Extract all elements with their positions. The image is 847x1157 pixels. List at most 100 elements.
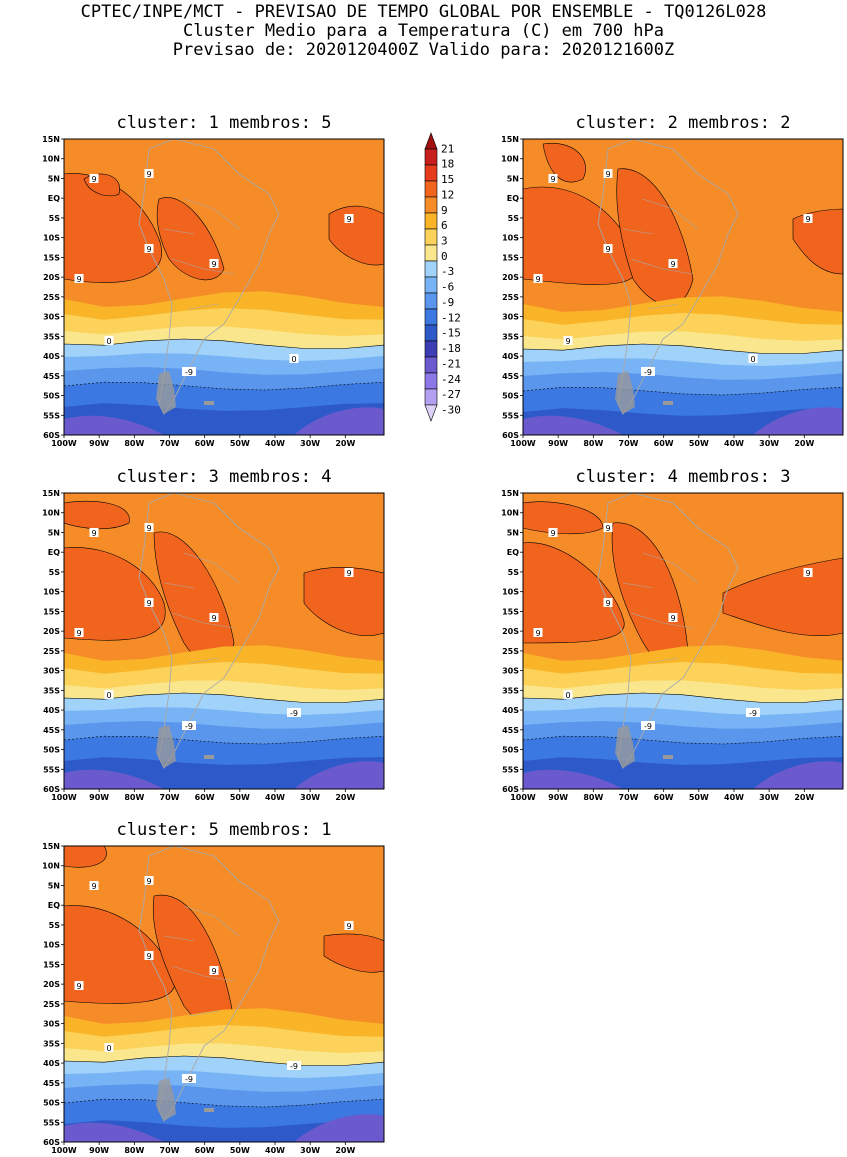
contour-label: 9 bbox=[603, 598, 613, 608]
colorbar-swatch bbox=[424, 308, 438, 326]
lon-tick-label: 100W bbox=[510, 439, 536, 448]
panel-title-2: cluster: 2 membros: 2 bbox=[575, 113, 791, 133]
svg-text:9: 9 bbox=[146, 877, 151, 886]
contour-label: -9 bbox=[641, 367, 655, 377]
warm-region bbox=[64, 846, 107, 868]
warm-region bbox=[542, 142, 586, 183]
lat-tick-label: 15N bbox=[42, 135, 60, 144]
lat-tick-label: 5S bbox=[508, 568, 520, 577]
colorbar-label: -24 bbox=[441, 373, 461, 386]
lat-tick-label: 10N bbox=[42, 862, 60, 871]
colorbar-label: 6 bbox=[441, 219, 448, 232]
lon-tick-label: 80W bbox=[583, 439, 603, 448]
map-panel-1: 9 9 9 9 9 9 0 0 -9 15N 10N 5N EQ 5S 10S 15S 20S 25S 30S 35S… bbox=[42, 135, 385, 448]
lat-tick-label: 50S bbox=[502, 392, 519, 401]
lon-tick-label: 100W bbox=[51, 793, 77, 802]
map-frame bbox=[522, 492, 844, 790]
map-panel-4: 9 9 9 9 9 9 0 -9 -9 15N 10N 5N EQ 5S 10S 15S 20S 25S 30S 35… bbox=[501, 489, 844, 802]
lon-tick-label: 80W bbox=[124, 439, 144, 448]
lon-tick-label: 70W bbox=[619, 439, 639, 448]
lat-tick-label: 50S bbox=[43, 1099, 60, 1108]
colorbar-label: -15 bbox=[441, 327, 461, 340]
lat-tick-label: EQ bbox=[48, 194, 60, 203]
lon-tick-label: 60W bbox=[195, 793, 215, 802]
panel-title-5: cluster: 5 membros: 1 bbox=[116, 820, 332, 840]
lon-tick-label: 50W bbox=[230, 439, 250, 448]
lat-tick-label: 50S bbox=[502, 746, 519, 755]
lon-tick-label: 50W bbox=[689, 439, 709, 448]
lon-tick-label: 50W bbox=[230, 793, 250, 802]
contour-label: 9 bbox=[344, 921, 354, 931]
lat-tick-label: EQ bbox=[48, 548, 60, 557]
colorbar-label: 3 bbox=[441, 235, 448, 248]
lat-tick-label: 5N bbox=[48, 174, 60, 183]
lon-tick-label: 90W bbox=[89, 1146, 109, 1155]
lat-tick-label: 35S bbox=[43, 1039, 60, 1048]
lon-tick-label: 70W bbox=[619, 793, 639, 802]
lat-tick-label: 30S bbox=[502, 313, 519, 322]
lat-tick-label: 20S bbox=[43, 273, 60, 282]
lat-tick-label: 30S bbox=[43, 1020, 60, 1029]
lat-tick-label: 15S bbox=[502, 253, 519, 262]
contour-label: 0 bbox=[748, 354, 758, 364]
colorbar-swatch bbox=[424, 212, 438, 230]
svg-text:9: 9 bbox=[146, 599, 151, 608]
colorbar-swatch bbox=[424, 228, 438, 246]
lon-tick-label: 90W bbox=[548, 439, 568, 448]
lon-tick-label: 40W bbox=[724, 793, 744, 802]
lat-tick-label: EQ bbox=[48, 901, 60, 910]
lat-tick-label: 55S bbox=[43, 411, 60, 420]
contour-label: 9 bbox=[563, 336, 573, 346]
svg-text:-9: -9 bbox=[749, 709, 757, 718]
lon-tick-label: 40W bbox=[265, 1146, 285, 1155]
svg-text:-9: -9 bbox=[185, 1075, 193, 1084]
svg-text:9: 9 bbox=[605, 170, 610, 179]
lon-tick-label: 90W bbox=[548, 793, 568, 802]
lat-tick-label: 25S bbox=[43, 647, 60, 656]
svg-text:9: 9 bbox=[91, 882, 96, 891]
contour-label: 0 bbox=[104, 690, 114, 700]
lat-tick-label: 60S bbox=[502, 431, 519, 440]
svg-text:9: 9 bbox=[346, 569, 351, 578]
colorbar: 21 18 15 12 9 6 3 0 -3 -6 -9 -12 -15 -18 -21 -24 -27 -30 bbox=[424, 132, 461, 422]
lon-tick-label: 20W bbox=[794, 439, 814, 448]
colorbar-label: -18 bbox=[441, 342, 461, 355]
lon-tick-label: 100W bbox=[51, 439, 77, 448]
lat-tick-label: 20S bbox=[43, 627, 60, 636]
svg-text:0: 0 bbox=[565, 691, 570, 700]
lat-tick-label: 20S bbox=[502, 627, 519, 636]
lat-tick-label: 10N bbox=[42, 155, 60, 164]
contour-label: 9 bbox=[209, 259, 219, 269]
colorbar-swatch bbox=[424, 292, 438, 310]
lon-tick-label: 20W bbox=[335, 793, 355, 802]
colorbar-label: -6 bbox=[441, 281, 454, 294]
contour-label: 9 bbox=[89, 174, 99, 184]
svg-text:9: 9 bbox=[146, 952, 151, 961]
colorbar-swatch bbox=[424, 180, 438, 198]
lat-tick-label: 5N bbox=[48, 881, 60, 890]
lon-tick-label: 40W bbox=[265, 439, 285, 448]
lat-tick-label: 50S bbox=[43, 392, 60, 401]
contour-label: -9 bbox=[182, 367, 196, 377]
svg-text:0: 0 bbox=[291, 355, 296, 364]
contour-label: -9 bbox=[182, 1074, 196, 1084]
svg-text:0: 0 bbox=[106, 691, 111, 700]
lat-tick-label: 10N bbox=[501, 155, 519, 164]
contour-label: 9 bbox=[209, 966, 219, 976]
svg-text:9: 9 bbox=[605, 245, 610, 254]
lat-tick-label: 15S bbox=[502, 607, 519, 616]
svg-text:9: 9 bbox=[91, 175, 96, 184]
lon-tick-label: 80W bbox=[124, 1146, 144, 1155]
lon-tick-label: 70W bbox=[160, 439, 180, 448]
contour-label: 0 bbox=[289, 354, 299, 364]
colorbar-swatch bbox=[424, 276, 438, 294]
contour-label: 9 bbox=[668, 259, 678, 269]
header-subtitle: Cluster Medio para a Temperatura (C) em … bbox=[182, 21, 665, 41]
lat-tick-label: 60S bbox=[502, 785, 519, 794]
svg-text:9: 9 bbox=[76, 629, 81, 638]
lon-tick-label: 50W bbox=[230, 1146, 250, 1155]
contour-label: -9 bbox=[287, 1061, 301, 1071]
svg-text:-9: -9 bbox=[290, 1062, 298, 1071]
svg-text:9: 9 bbox=[805, 215, 810, 224]
colorbar-label: -21 bbox=[441, 357, 461, 370]
